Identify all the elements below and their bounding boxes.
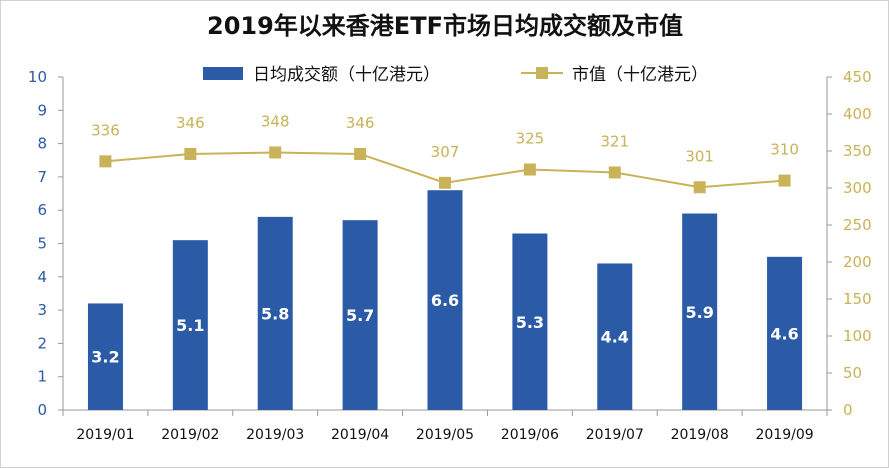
line-data-label: 336 bbox=[91, 121, 120, 139]
line-point bbox=[439, 176, 451, 189]
line-series: 336 346 348 346 307 325 321 301 310 bbox=[91, 112, 799, 194]
x-tick-label: 2019/04 bbox=[331, 427, 389, 443]
bar-data-label: 4.6 bbox=[770, 324, 798, 343]
bar-data-label: 5.9 bbox=[685, 303, 713, 322]
right-tick-label: 150 bbox=[843, 290, 872, 308]
line-data-label: 310 bbox=[770, 141, 799, 159]
chart-title: 2019年以来香港ETF市场日均成交额及市值 bbox=[207, 12, 683, 40]
legend: 日均成交额（十亿港元） 市值（十亿港元） bbox=[203, 65, 708, 85]
bar-data-label: 3.2 bbox=[91, 348, 119, 367]
left-tick-label: 7 bbox=[37, 168, 47, 186]
x-tick-label: 2019/08 bbox=[671, 427, 729, 443]
line-point bbox=[184, 147, 197, 160]
line-data-label: 301 bbox=[685, 147, 714, 165]
right-tick-label: 400 bbox=[843, 105, 872, 123]
line-point bbox=[778, 174, 791, 187]
left-tick-label: 4 bbox=[37, 268, 47, 286]
legend-label-line: 市值（十亿港元） bbox=[572, 65, 708, 85]
line-data-label: 348 bbox=[261, 112, 290, 130]
right-tick-label: 0 bbox=[843, 401, 853, 419]
bar bbox=[172, 240, 208, 410]
bar-data-label: 5.3 bbox=[516, 313, 544, 332]
line-point bbox=[99, 155, 112, 168]
legend-label-bar: 日均成交额（十亿港元） bbox=[253, 65, 440, 85]
bar-data-label: 5.8 bbox=[261, 304, 289, 323]
left-axis: 0 1 2 3 4 5 6 7 8 9 10 bbox=[28, 68, 64, 419]
bar-series: 3.2 5.1 5.8 5.7 6.6 5.3 4.4 5.9 4.6 bbox=[87, 190, 803, 410]
line-point bbox=[354, 147, 367, 160]
x-tick-label: 2019/01 bbox=[76, 427, 134, 443]
bar bbox=[427, 190, 463, 410]
x-tick-label: 2019/07 bbox=[586, 427, 644, 443]
bar-data-label: 6.6 bbox=[431, 291, 459, 310]
left-tick-label: 10 bbox=[28, 68, 47, 86]
left-tick-label: 3 bbox=[37, 301, 47, 319]
line-data-label: 307 bbox=[431, 143, 460, 161]
right-tick-label: 100 bbox=[843, 327, 872, 345]
x-tick-label: 2019/06 bbox=[501, 427, 559, 443]
bar bbox=[767, 256, 803, 410]
left-tick-label: 8 bbox=[37, 135, 47, 153]
line-point bbox=[693, 181, 706, 194]
left-tick-label: 5 bbox=[37, 235, 47, 253]
right-tick-label: 200 bbox=[843, 253, 872, 271]
bar bbox=[512, 233, 548, 410]
right-tick-label: 300 bbox=[843, 179, 872, 197]
left-tick-label: 6 bbox=[37, 201, 47, 219]
right-tick-label: 250 bbox=[843, 216, 872, 234]
bar bbox=[342, 220, 378, 410]
bar bbox=[257, 216, 293, 410]
right-tick-label: 50 bbox=[843, 364, 862, 382]
line-point bbox=[608, 166, 621, 179]
right-tick-label: 350 bbox=[843, 142, 872, 160]
x-tick-label: 2019/02 bbox=[161, 427, 219, 443]
bar-data-label: 5.1 bbox=[176, 316, 204, 335]
x-tick-label: 2019/03 bbox=[246, 427, 304, 443]
legend-marker-market-value bbox=[536, 67, 548, 79]
line-data-label: 346 bbox=[346, 114, 375, 132]
line-data-label: 321 bbox=[600, 132, 629, 150]
bar-data-label: 4.4 bbox=[601, 328, 629, 347]
right-tick-label: 450 bbox=[843, 68, 872, 86]
line-data-label: 325 bbox=[516, 130, 545, 148]
line-data-label: 346 bbox=[176, 114, 205, 132]
left-tick-label: 9 bbox=[37, 101, 47, 119]
line-point bbox=[523, 163, 536, 176]
x-axis: 2019/01 2019/02 2019/03 2019/04 2019/05 2019/… bbox=[62, 409, 828, 443]
legend-swatch-bar bbox=[203, 67, 243, 80]
bar bbox=[597, 263, 633, 410]
x-tick-label: 2019/09 bbox=[755, 427, 813, 443]
bar-data-label: 5.7 bbox=[346, 306, 374, 325]
bar bbox=[87, 303, 123, 410]
right-axis: 0 50 100 150 200 250 300 350 400 450 bbox=[826, 68, 872, 419]
line-point bbox=[269, 146, 282, 159]
left-tick-label: 2 bbox=[37, 334, 47, 352]
left-tick-label: 0 bbox=[37, 401, 47, 419]
x-tick-label: 2019/05 bbox=[416, 427, 474, 443]
left-tick-label: 1 bbox=[37, 368, 47, 386]
bar bbox=[682, 213, 718, 410]
